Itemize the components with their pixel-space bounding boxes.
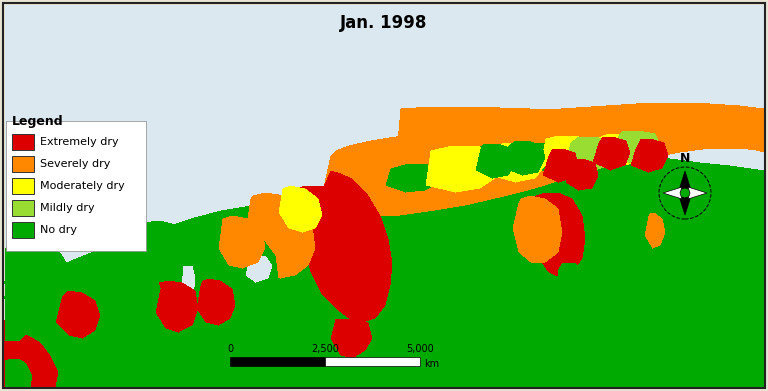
Text: 2,500: 2,500 [311, 344, 339, 354]
Text: Severely dry: Severely dry [40, 159, 111, 169]
Polygon shape [679, 196, 691, 215]
Text: Jan. 1998: Jan. 1998 [340, 14, 428, 32]
Polygon shape [663, 187, 682, 199]
Bar [12, 200, 34, 216]
Text: Mildly dry: Mildly dry [40, 203, 94, 213]
Bar [12, 134, 34, 150]
Text: Legend: Legend [12, 115, 64, 128]
Text: Moderately dry: Moderately dry [40, 181, 124, 191]
Text: 5,000: 5,000 [406, 344, 434, 354]
Bar [12, 222, 34, 238]
Bar [6, 121, 146, 251]
Text: Extremely dry: Extremely dry [40, 137, 118, 147]
Polygon shape [679, 171, 691, 190]
Text: km: km [424, 359, 439, 369]
Polygon shape [688, 187, 707, 199]
Text: No dry: No dry [40, 225, 77, 235]
Text: N: N [680, 152, 690, 165]
Bar [12, 156, 34, 172]
Bar [230, 357, 325, 366]
Bar [12, 178, 34, 194]
Text: 0: 0 [227, 344, 233, 354]
Bar [325, 357, 420, 366]
